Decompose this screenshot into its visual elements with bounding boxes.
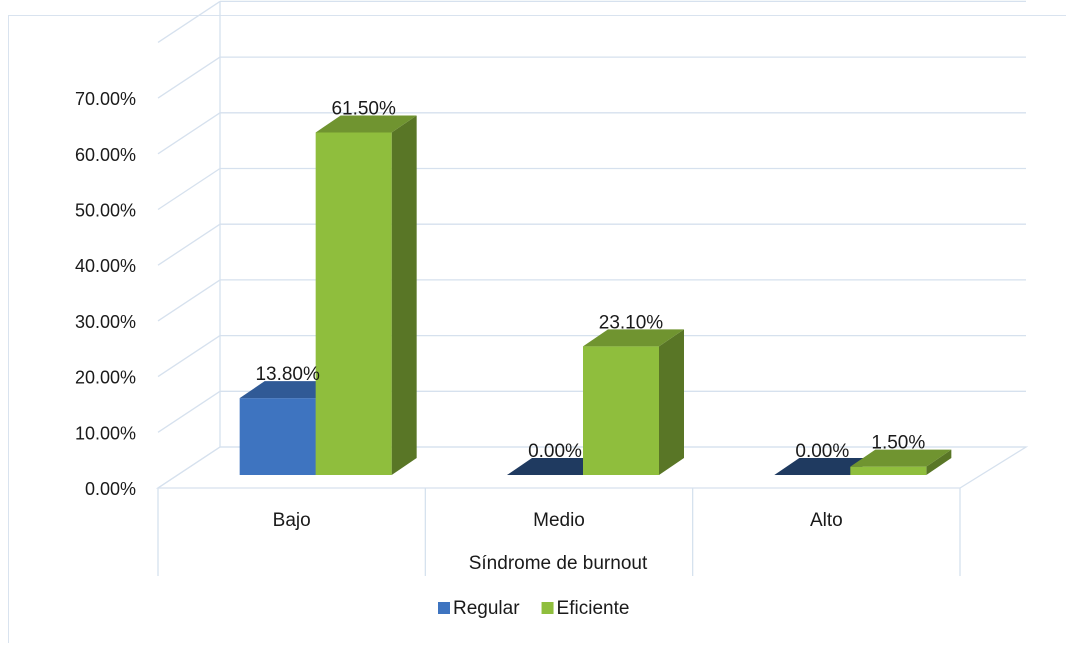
- gridline-diagonal: [157, 279, 221, 322]
- y-tick-label: 40.00%: [75, 256, 136, 276]
- data-label: 1.50%: [871, 433, 925, 454]
- y-tick-label: 50.00%: [75, 201, 136, 221]
- gridline-diagonal: [157, 167, 221, 211]
- y-tick-label: 30.00%: [75, 312, 136, 332]
- chart-frame: [8, 15, 1066, 643]
- y-tick-label: 60.00%: [75, 145, 136, 165]
- legend-swatch: [438, 602, 450, 614]
- bar-eficiente-bajo: [315, 115, 417, 475]
- bar-regular-alto: [774, 458, 876, 476]
- legend-label: Eficiente: [557, 598, 630, 619]
- x-axis-title: Síndrome de burnout: [469, 553, 648, 574]
- legend: Regular Eficiente: [438, 598, 629, 619]
- y-tick-label: 20.00%: [75, 368, 136, 388]
- data-label: 13.80%: [255, 364, 320, 385]
- bar-eficiente-alto: [850, 449, 952, 475]
- data-label: 61.50%: [331, 98, 396, 119]
- gridline-diagonal: [157, 390, 221, 433]
- legend-item-eficiente: Eficiente: [541, 598, 630, 619]
- bar-eficiente-medio: [583, 329, 684, 475]
- gridline-diagonal: [157, 446, 221, 489]
- legend-swatch: [541, 602, 554, 614]
- data-label: 0.00%: [528, 441, 582, 462]
- bar-regular-medio: [507, 458, 608, 476]
- axes: 0.00% 10.00% 20.00% 30.00% 40.00% 50.00% 60.00…: [75, 89, 961, 576]
- y-tick-label: 10.00%: [75, 423, 136, 443]
- gridline-diagonal: [157, 223, 221, 266]
- data-label: 0.00%: [795, 441, 849, 462]
- y-tick-label: 70.00%: [75, 89, 136, 109]
- legend-item-regular: Regular: [438, 598, 520, 619]
- gridline-diagonal: [157, 335, 221, 378]
- y-tick-label: 0.00%: [85, 479, 136, 499]
- x-tick-label: Bajo: [273, 510, 311, 531]
- x-tick-label: Medio: [533, 510, 585, 531]
- data-label: 23.10%: [599, 312, 664, 333]
- gridline-diagonal: [157, 0, 221, 43]
- x-tick-label: Alto: [810, 510, 843, 531]
- data-labels: 13.80% 61.50% 0.00% 23.10% 0.00% 1.50%: [255, 98, 925, 462]
- gridline-diagonal: [157, 56, 221, 99]
- gridline-diagonal: [157, 112, 221, 155]
- bars: [239, 115, 952, 476]
- legend-label: Regular: [453, 598, 520, 619]
